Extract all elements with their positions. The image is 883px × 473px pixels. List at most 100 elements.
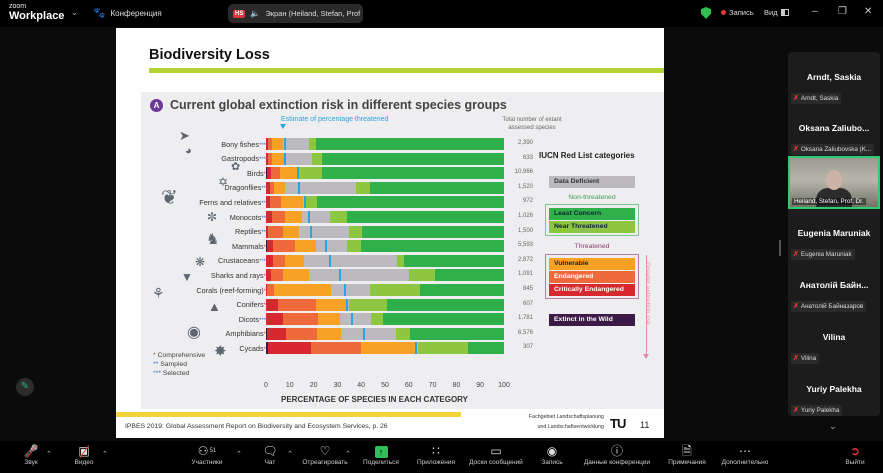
estimate-label: Estimate of percentage threatened — [281, 116, 389, 123]
audio-options-caret-icon[interactable]: ⌃ — [46, 451, 52, 458]
bar-segment-en — [273, 240, 295, 253]
video-button[interactable]: ▣ Видео — [70, 443, 98, 466]
participant-tile[interactable]: Vilina ✗ Vilina — [788, 312, 880, 364]
bar-segment-lc — [468, 342, 505, 355]
species-count: 1,781 — [517, 315, 533, 322]
legend-non-threatened-heading: Non-threatened — [568, 194, 616, 201]
screen-share-indicator[interactable]: HS 🔈 Экран (Heiland, Stefan, Prof — [228, 4, 363, 23]
mic-muted-icon: ✗ — [793, 407, 799, 414]
whiteboards-button[interactable]: ▭ Доски сообщений — [464, 443, 528, 466]
bar-segment-dd — [339, 313, 372, 326]
bar-segment-en — [267, 284, 275, 296]
x-tick-label: 50 — [381, 382, 389, 389]
share-button[interactable]: ↑ Поделиться — [360, 443, 402, 466]
bar-row — [266, 298, 505, 311]
category-mark: *** — [258, 317, 266, 324]
total-species-label: Total number of extant assessed species — [477, 117, 587, 132]
chevron-down-icon[interactable]: ⌄ — [71, 8, 78, 17]
gallery-scrollbar[interactable] — [779, 240, 781, 256]
participant-name: Vilina — [822, 332, 846, 342]
estimate-marker — [414, 342, 417, 355]
video-options-caret-icon[interactable]: ⌃ — [102, 451, 108, 458]
bar-segment-cr — [266, 284, 268, 296]
bar-segment-dd — [299, 225, 350, 238]
title-underline — [149, 68, 664, 73]
chat-button[interactable]: 🗨 Чат — [259, 443, 281, 466]
paw-icon: 🐾 — [93, 8, 106, 19]
bar-row — [266, 225, 505, 238]
leave-button[interactable]: ➲ Выйти — [842, 443, 868, 466]
bar-segment-cr — [268, 342, 312, 355]
estimate-marker — [284, 152, 287, 165]
participant-gallery: Arndt, Saskia ✗ Arndt, Saskia Oksana Zali… — [788, 52, 880, 416]
annotate-pencil-icon[interactable]: ✎ — [16, 378, 34, 396]
bar-segment-vu — [315, 298, 348, 311]
participant-tile[interactable]: Oksana Zaliubo... ✗ Oksana Zaliubovska (K… — [788, 103, 880, 155]
participant-name: Eugenia Maruniak — [797, 228, 871, 238]
gallery-scroll-down-icon[interactable]: ⌄ — [829, 421, 837, 431]
notes-button[interactable]: 🗎 Примечания — [664, 443, 710, 466]
participants-options-caret-icon[interactable]: ⌃ — [236, 451, 242, 458]
view-button[interactable]: Вид — [764, 8, 789, 17]
x-tick-label: 30 — [333, 382, 342, 389]
bar-segment-ew — [266, 167, 268, 180]
participant-name: Анатолій Байн... — [799, 280, 869, 290]
category-name: Monocots — [229, 212, 262, 222]
category-mark: * — [263, 171, 266, 178]
participant-tile[interactable]: Yuriy Palekha ✗ Yuriy Palekha — [788, 364, 880, 416]
react-options-caret-icon[interactable]: ⌃ — [345, 451, 351, 458]
category-label: Ferns and relatives** — [199, 198, 266, 207]
chat-options-caret-icon[interactable]: ⌃ — [287, 451, 293, 458]
category-name: Cycads — [239, 343, 264, 353]
category-name: Reptiles — [234, 227, 262, 237]
note-sampled: ** Sampled — [153, 361, 187, 368]
panel-title: Current global extinction risk in differ… — [170, 98, 507, 112]
participants-button[interactable]: ⚇51 Участники — [186, 443, 228, 466]
video-off-icon: ▣ — [70, 443, 98, 459]
category-mark: ** — [261, 200, 266, 207]
recording-indicator[interactable]: Запись — [721, 8, 754, 17]
react-button[interactable]: ♡ Отреагировать — [298, 443, 352, 466]
bar-segment-cr — [266, 313, 284, 326]
category-label: Monocots** — [230, 213, 266, 222]
minimize-icon[interactable]: – — [812, 6, 818, 17]
meeting-menu[interactable]: 🐾 Конференция — [93, 8, 162, 19]
bar-segment-cr — [266, 181, 270, 194]
x-tick-label: 20 — [309, 382, 318, 389]
bar-row — [266, 284, 505, 296]
notes-icon: 🗎 — [682, 444, 692, 458]
bar-segment-cr — [266, 211, 273, 223]
more-button[interactable]: ⋯ Дополнительно — [716, 443, 774, 466]
bar-segment-en — [273, 254, 286, 267]
species-count: 5,593 — [517, 242, 533, 249]
restore-icon[interactable]: ❐ — [838, 6, 847, 17]
institute-line2: und Landschaftsentwicklung — [537, 424, 604, 431]
total-label-line1: Total number of extant — [502, 117, 562, 123]
record-button[interactable]: ◉ Запись — [538, 443, 566, 466]
active-speaker-tag: Heiland, Stefan, Prof. Dr. — [792, 198, 866, 205]
participant-tag-name: Oksana Zaliubovska (K... — [800, 146, 872, 153]
participant-tile[interactable]: Анатолій Байн... ✗ Анатолій Байназаров — [788, 260, 880, 312]
fish-icon: ➤ — [179, 128, 190, 143]
bar-segment-lc — [362, 225, 505, 238]
species-count: 1,520 — [517, 183, 533, 190]
bar-segment-dd — [340, 327, 397, 340]
security-shield-icon[interactable] — [701, 7, 711, 19]
bar-segment-vu — [317, 327, 342, 340]
category-mark: ** — [261, 186, 266, 193]
audio-button[interactable]: 🎤 Звук — [17, 443, 45, 466]
note-comprehensive: * Comprehensive — [153, 352, 205, 359]
bar-segment-vu — [274, 181, 286, 194]
meeting-info-button[interactable]: ⓘ Данные конференции — [578, 443, 656, 466]
apps-button[interactable]: ∷ Приложения — [413, 443, 459, 466]
active-speaker-video[interactable]: Heiland, Stefan, Prof. Dr. — [788, 156, 880, 209]
close-icon[interactable]: ✕ — [864, 6, 873, 17]
bar-segment-dd — [283, 152, 313, 165]
x-tick-label: 0 — [264, 382, 268, 389]
participant-tile[interactable]: Eugenia Maruniak ✗ Eugenia Maruniak — [788, 208, 880, 260]
category-label: Crustaceans*** — [218, 256, 266, 265]
mic-muted-icon: ✗ — [793, 303, 799, 310]
species-count: 972 — [522, 198, 533, 205]
dragonfly-icon: ✡ — [218, 175, 229, 189]
participant-tile[interactable]: Arndt, Saskia ✗ Arndt, Saskia — [788, 52, 880, 104]
